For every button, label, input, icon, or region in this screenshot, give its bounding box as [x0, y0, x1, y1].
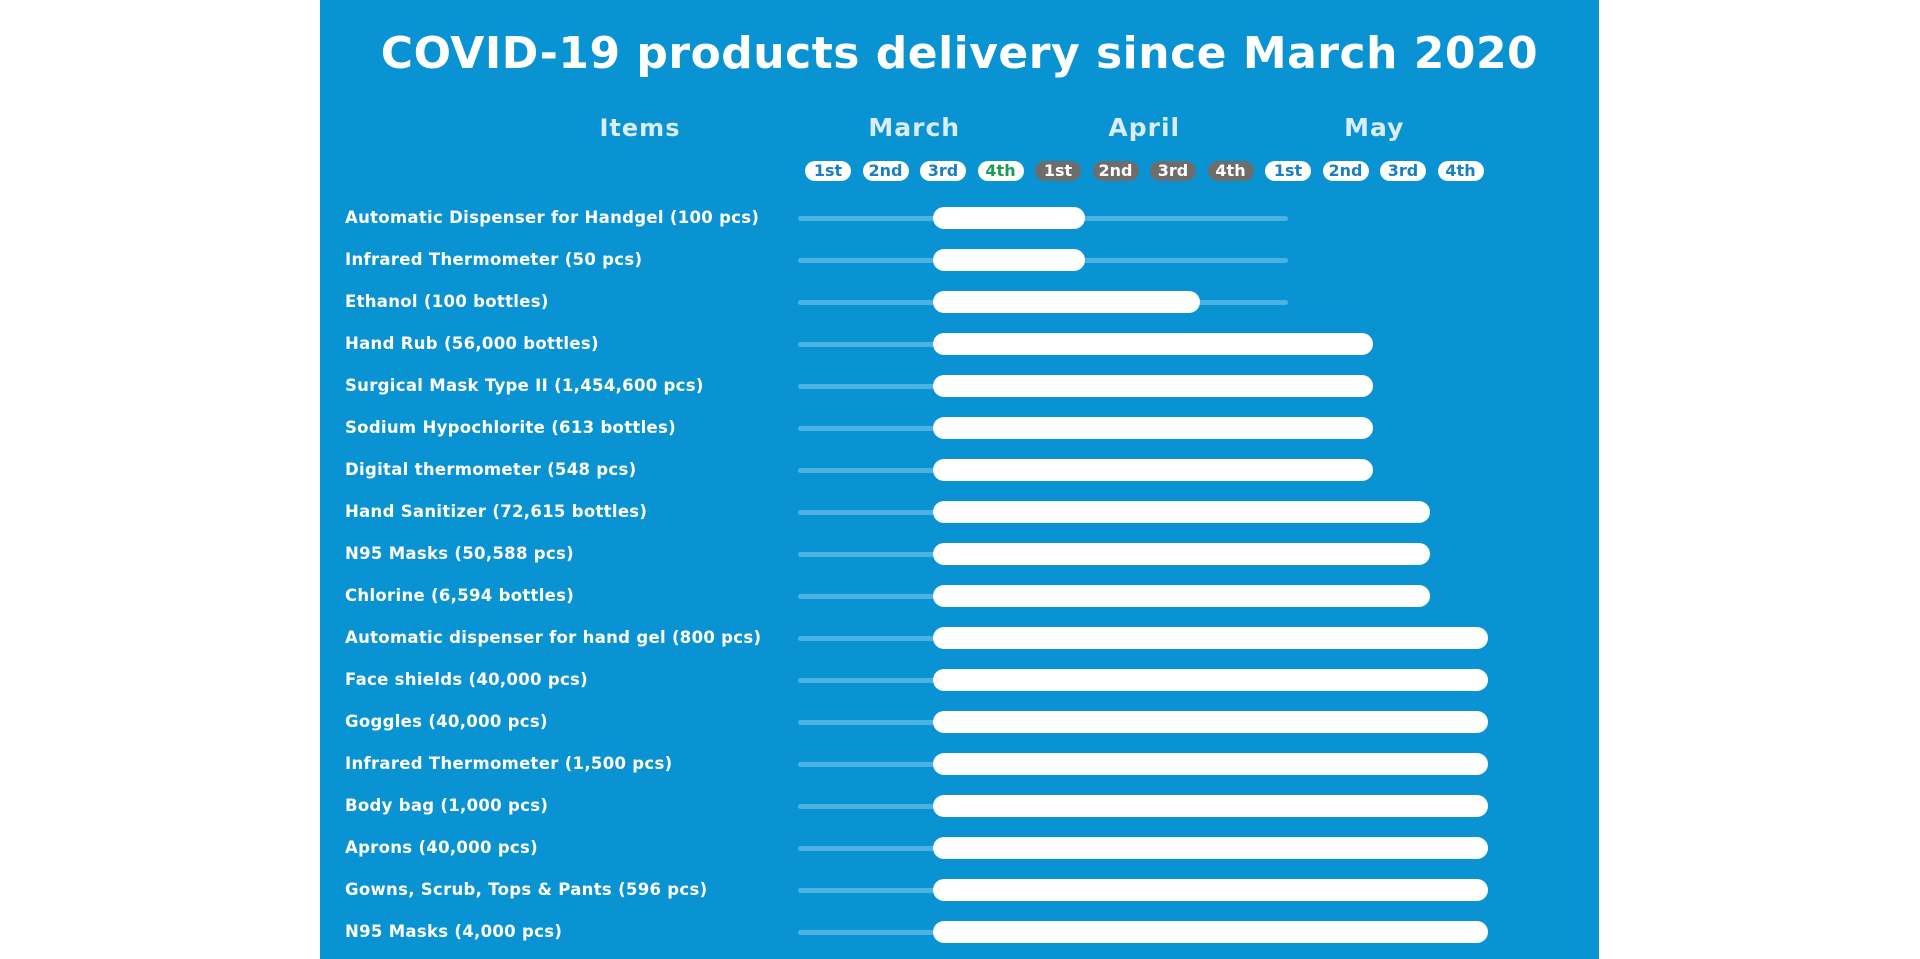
week-pill-may-2nd: 2nd	[1322, 161, 1369, 181]
row-label: Aprons (40,000 pcs)	[345, 838, 538, 857]
delivery-bar	[933, 627, 1488, 649]
row-label: Infrared Thermometer (50 pcs)	[345, 250, 643, 269]
row-label: Hand Sanitizer (72,615 bottles)	[345, 502, 648, 521]
week-pill-april-3rd: 3rd	[1150, 161, 1196, 181]
chart-title: COVID-19 products delivery since March 2…	[380, 28, 1539, 79]
row-label: Goggles (40,000 pcs)	[345, 712, 548, 731]
delivery-bar	[933, 711, 1488, 733]
week-pill-march-4th: 4th	[977, 161, 1024, 181]
delivery-bar	[933, 753, 1488, 775]
row-label: Surgical Mask Type II (1,454,600 pcs)	[345, 376, 704, 395]
row-label: Hand Rub (56,000 bottles)	[345, 334, 599, 353]
week-pill-april-1st: 1st	[1035, 161, 1081, 181]
week-pill-april-4th: 4th	[1207, 161, 1254, 181]
delivery-bar	[933, 249, 1085, 271]
row-label: Sodium Hypochlorite (613 bottles)	[345, 418, 676, 437]
week-pill-may-3rd: 3rd	[1380, 161, 1426, 181]
delivery-bar	[933, 501, 1430, 523]
row-label: Ethanol (100 bottles)	[345, 292, 549, 311]
delivery-bar	[933, 837, 1488, 859]
row-label: Automatic dispenser for hand gel (800 pc…	[345, 628, 762, 647]
week-pill-march-3rd: 3rd	[920, 161, 966, 181]
month-label-march: March	[868, 113, 961, 142]
delivery-bar	[933, 333, 1373, 355]
delivery-bar	[933, 207, 1085, 229]
delivery-bar	[933, 375, 1373, 397]
delivery-bar	[933, 459, 1373, 481]
delivery-bar	[933, 921, 1488, 943]
week-pill-march-2nd: 2nd	[862, 161, 909, 181]
chart-panel: COVID-19 products delivery since March 2…	[320, 0, 1599, 959]
row-label: Infrared Thermometer (1,500 pcs)	[345, 754, 673, 773]
week-pill-may-4th: 4th	[1437, 161, 1484, 181]
row-label: N95 Masks (4,000 pcs)	[345, 922, 563, 941]
month-label-may: May	[1344, 113, 1405, 142]
delivery-bar	[933, 417, 1373, 439]
row-label: N95 Masks (50,588 pcs)	[345, 544, 574, 563]
week-pill-may-1st: 1st	[1265, 161, 1311, 181]
items-column-header: Items	[599, 114, 681, 142]
row-label: Gowns, Scrub, Tops & Pants (596 pcs)	[345, 880, 708, 899]
delivery-bar	[933, 669, 1488, 691]
week-pill-april-2nd: 2nd	[1092, 161, 1139, 181]
delivery-bar	[933, 795, 1488, 817]
row-label: Chlorine (6,594 bottles)	[345, 586, 575, 605]
delivery-bar	[933, 585, 1430, 607]
week-pill-march-1st: 1st	[805, 161, 851, 181]
delivery-bar	[933, 291, 1200, 313]
row-label: Automatic Dispenser for Handgel (100 pcs…	[345, 208, 760, 227]
row-label: Face shields (40,000 pcs)	[345, 670, 589, 689]
row-label: Digital thermometer (548 pcs)	[345, 460, 637, 479]
month-label-april: April	[1108, 113, 1181, 142]
row-label: Body bag (1,000 pcs)	[345, 796, 549, 815]
delivery-bar	[933, 879, 1488, 901]
delivery-bar	[933, 543, 1430, 565]
